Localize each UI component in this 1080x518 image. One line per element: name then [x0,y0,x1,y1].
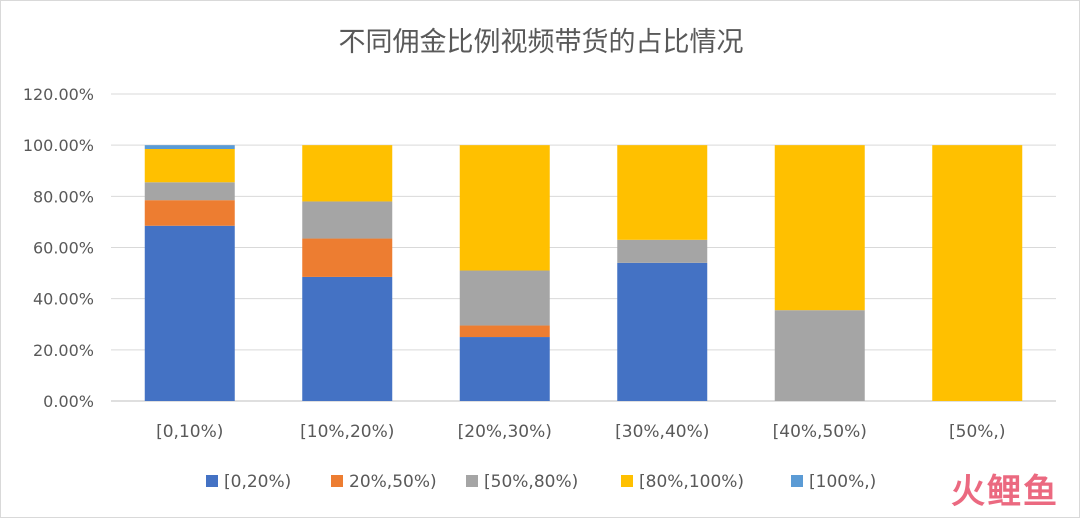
legend-label: [80%,100%) [639,472,744,492]
legend-swatch [791,475,803,487]
bar-segment [459,270,550,326]
bar-segment [302,238,393,277]
bar-segment [302,201,393,239]
bar-segment [144,149,235,183]
y-tick-label: 80.00% [33,187,94,206]
legend-label: [50%,80%) [484,472,578,492]
bar-segment [774,310,865,401]
gridlines [111,93,1056,402]
bar-segment [932,145,1023,401]
bars [144,145,1023,401]
y-tick-label: 100.00% [23,136,94,155]
bar-segment [144,225,235,401]
bar-segment [144,145,235,150]
legend-swatch [466,475,478,487]
x-tick-label: [0,10%) [156,422,223,442]
legend-swatch [206,475,218,487]
x-tick-label: [10%,20%) [300,422,394,442]
watermark-logo: 火鲤鱼 [951,472,1059,512]
bar-segment [302,145,393,202]
y-tick-label: 40.00% [33,290,94,309]
legend-label: [0,20%) [224,472,291,492]
chart-title: 不同佣金比例视频带货的占比情况 [339,27,744,58]
y-tick-label: 20.00% [33,341,94,360]
legend-swatch [621,475,633,487]
bar-segment [459,337,550,401]
x-tick-label: [50%,) [949,422,1005,442]
bar-segment [617,262,708,401]
bar-segment [774,145,865,311]
legend-label: [100%,) [809,472,876,492]
y-tick-label: 0.00% [43,392,94,411]
bar-segment [459,325,550,338]
y-tick-label: 120.00% [23,85,94,104]
legend-label: 20%,50%) [349,472,437,492]
bar-segment [144,200,235,226]
bar-segment [144,182,235,201]
x-tick-label: [40%,50%) [773,422,867,442]
bar-segment [617,239,708,263]
y-axis-ticks: 0.00% 20.00% 40.00% 60.00% 80.00% 100.00% 120.… [23,85,94,411]
legend: [0,20%) 20%,50%) [50%,80%) [80%,100%) [100%,… [206,472,876,492]
x-tick-label: [30%,40%) [615,422,709,442]
bar-segment [302,276,393,401]
legend-swatch [331,475,343,487]
bar-segment [617,145,708,240]
x-axis-ticks: [0,10%) [10%,20%) [20%,30%) [30%,40%) [40%,5… [156,422,1005,442]
y-tick-label: 60.00% [33,239,94,258]
x-tick-label: [20%,30%) [458,422,552,442]
bar-segment [459,145,550,271]
